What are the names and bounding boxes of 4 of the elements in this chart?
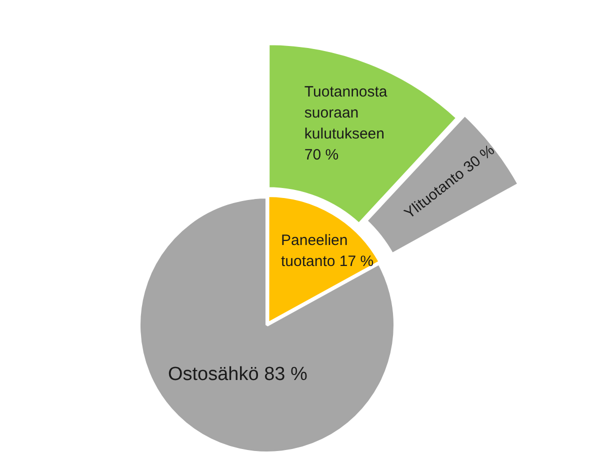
slice-label: Paneelien tuotanto 17 % (281, 232, 374, 270)
slice-label: Ostosähkö 83 % (168, 364, 308, 385)
data-label: 70 % (304, 146, 339, 164)
slice-label: Tuotannosta suoraan kulutukseen (304, 84, 388, 143)
